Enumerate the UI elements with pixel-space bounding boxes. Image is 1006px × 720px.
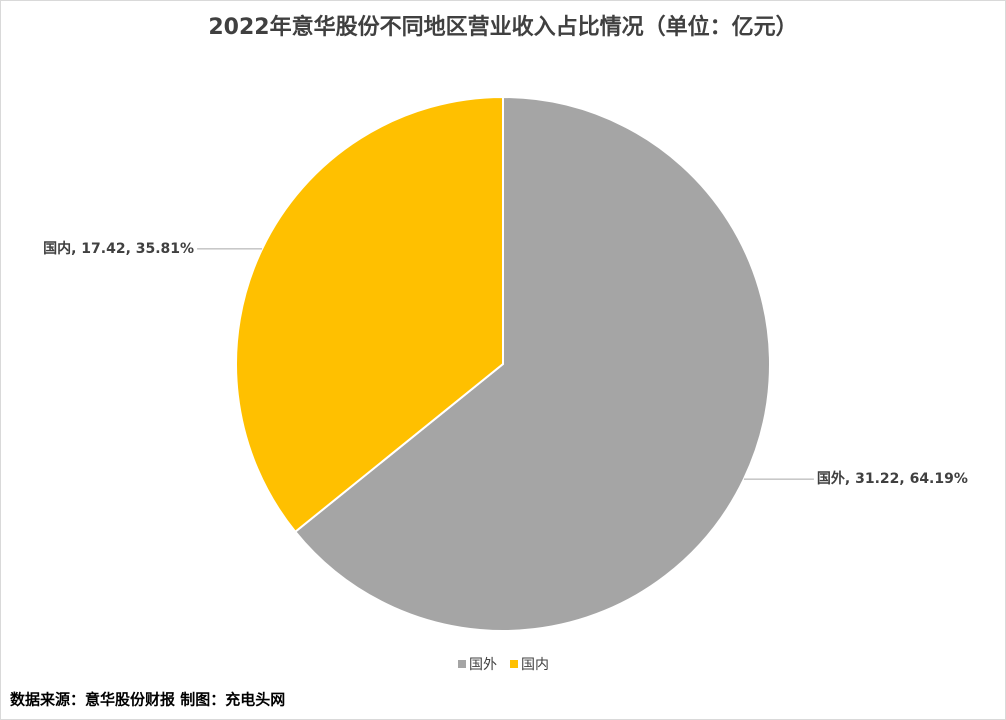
- legend-swatch: [458, 660, 466, 668]
- source-note: 数据来源：意华股份财报 制图：充电头网: [10, 691, 285, 709]
- legend-swatch: [510, 660, 518, 668]
- legend-label: 国内: [521, 657, 549, 673]
- pie-slice: [235, 95, 504, 534]
- data-label: 国内, 17.42, 35.81%: [43, 240, 194, 257]
- data-label: 国外, 31.22, 64.19%: [817, 470, 968, 487]
- chart-title: 2022年意华股份不同地区营业收入占比情况（单位：亿元）: [208, 14, 797, 40]
- legend-label: 国外: [469, 657, 497, 673]
